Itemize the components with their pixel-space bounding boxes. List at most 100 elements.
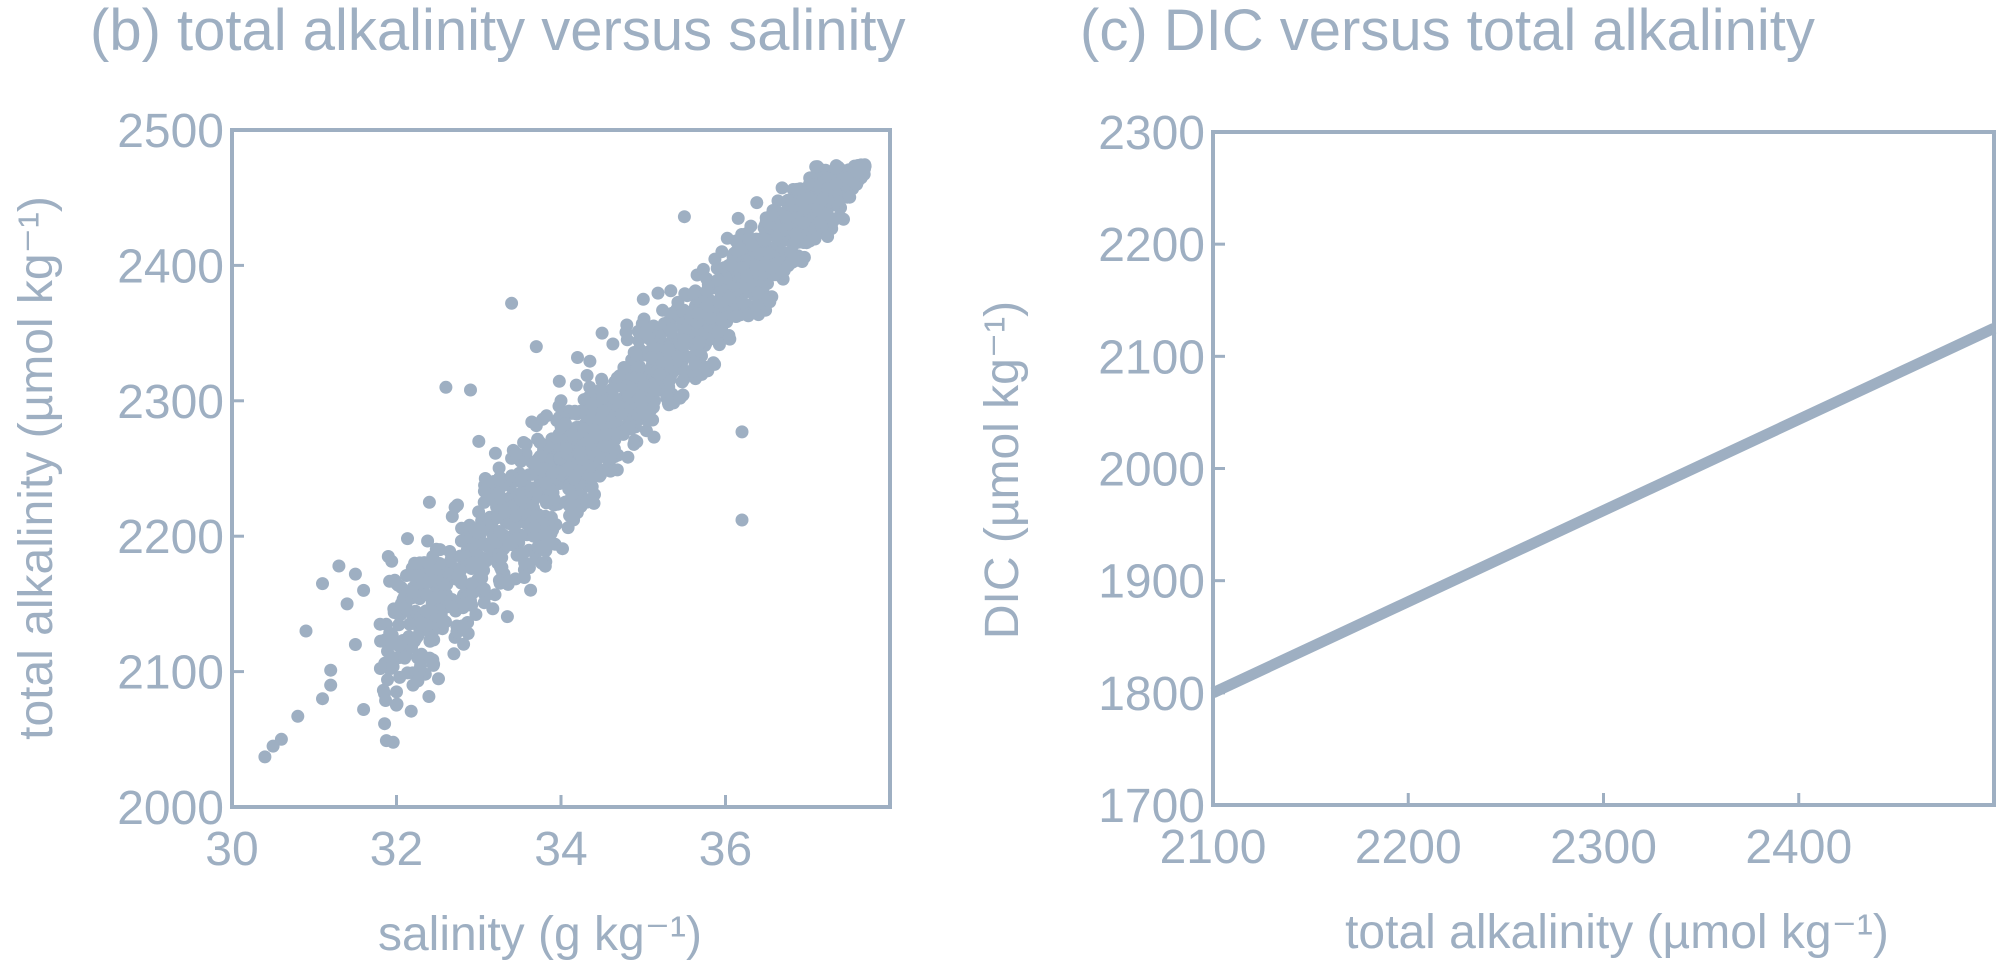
scatter-point (816, 192, 830, 206)
y-tick-label: 2000 (117, 782, 224, 835)
y-tick-label: 2200 (117, 511, 224, 564)
scatter-point (829, 161, 843, 175)
scatter-point (688, 357, 702, 371)
scatter-point (514, 493, 528, 507)
scatter-point (740, 269, 753, 283)
scatter-point (403, 617, 417, 631)
scatter-point (420, 576, 434, 590)
scatter-point (596, 404, 610, 418)
scatter-point (445, 600, 459, 614)
scatter-point (385, 650, 399, 664)
scatter-point (444, 554, 457, 568)
scatter-point (291, 709, 305, 723)
x-tick-label: 2400 (1745, 821, 1852, 874)
scatter-point (627, 437, 641, 451)
scatter-point (401, 532, 414, 546)
scatter-point (561, 521, 575, 535)
scatter-point (477, 536, 491, 550)
scatter-point (348, 567, 362, 581)
scatter-point (711, 325, 725, 339)
panel-b-title: (b) total alkalinity versus salinity (90, 0, 906, 63)
scatter-point (573, 445, 587, 459)
scatter-point (498, 505, 512, 519)
scatter-point (554, 394, 568, 408)
scatter-point (539, 476, 552, 490)
scatter-point (535, 556, 549, 570)
scatter-point (610, 463, 624, 477)
scatter-point (624, 382, 638, 396)
x-tick-label: 34 (534, 823, 587, 876)
x-tick-label: 36 (699, 823, 752, 876)
scatter-point (608, 427, 622, 441)
scatter-point (445, 510, 459, 523)
scatter-point (730, 309, 743, 323)
scatter-point (379, 694, 393, 707)
scatter-point (750, 196, 764, 210)
scatter-point (435, 611, 449, 625)
scatter-point (840, 171, 854, 185)
scatter-point (708, 357, 722, 371)
y-tick-label: 2100 (117, 647, 224, 700)
scatter-point (514, 473, 528, 487)
scatter-point (758, 233, 772, 247)
scatter-point (547, 492, 561, 506)
scatter-point (495, 551, 509, 565)
scatter-point (324, 678, 338, 692)
scatter-point (585, 397, 599, 411)
scatter-point (820, 207, 834, 221)
scatter-point (765, 208, 779, 222)
scatter-point (492, 473, 506, 487)
scatter-point (393, 670, 407, 684)
scatter-point (731, 211, 745, 225)
scatter-point (554, 419, 568, 433)
scatter-point (556, 542, 569, 556)
panel-b-points (258, 158, 872, 764)
y-tick-label: 2400 (117, 240, 224, 293)
scatter-point (414, 616, 428, 630)
scatter-point (469, 608, 483, 621)
scatter-point (419, 604, 433, 618)
scatter-point (477, 484, 491, 498)
scatter-point (595, 326, 609, 340)
scatter-point (348, 638, 362, 651)
panel-b-x-axis-label: salinity (g kg⁻¹) (378, 908, 702, 961)
scatter-point (529, 340, 543, 354)
x-tick-label: 2100 (1160, 821, 1267, 874)
scatter-point (653, 368, 667, 381)
scatter-point (745, 238, 759, 252)
scatter-point (633, 360, 647, 374)
scatter-point (414, 659, 428, 672)
scatter-point (798, 201, 812, 215)
scatter-point (744, 219, 758, 233)
scatter-point (621, 450, 635, 464)
scatter-point (614, 407, 628, 421)
x-tick-label: 32 (370, 823, 423, 876)
scatter-point (677, 210, 691, 224)
scatter-point (392, 618, 406, 632)
scatter-point (594, 468, 607, 482)
scatter-point (587, 496, 601, 510)
scatter-point (274, 732, 288, 746)
scatter-point (646, 377, 660, 391)
scatter-point (381, 550, 395, 563)
scatter-point (258, 750, 272, 764)
scatter-point (622, 421, 636, 435)
panel-c-plot-frame (1211, 130, 1996, 807)
scatter-point (775, 181, 789, 195)
scatter-point (647, 430, 661, 444)
scatter-point (324, 663, 338, 677)
scatter-point (568, 404, 582, 418)
scatter-point (762, 246, 776, 260)
scatter-point (779, 210, 793, 224)
scatter-point (299, 624, 313, 638)
scatter-point (552, 374, 566, 388)
scatter-point (433, 543, 447, 557)
x-tick-label: 30 (205, 823, 258, 876)
scatter-point (790, 182, 804, 196)
scatter-point (735, 425, 749, 439)
scatter-point (736, 296, 750, 310)
scatter-point (406, 678, 420, 692)
panel-c-ticks: 2100 2200 2300 2400 1700 1800 1900 2000 2100 2200… (1098, 107, 1852, 874)
scatter-point (664, 284, 678, 298)
scatter-point (671, 350, 685, 364)
